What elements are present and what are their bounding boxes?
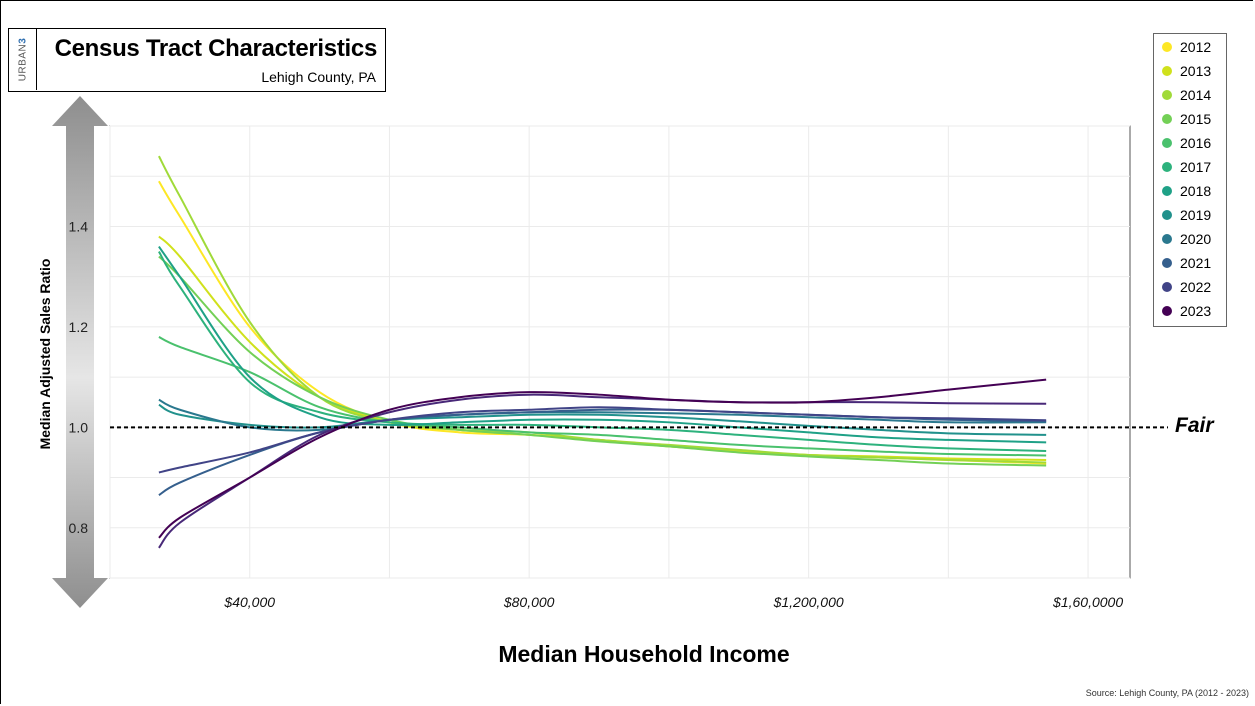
legend-item: 2013 <box>1162 62 1211 80</box>
legend-label: 2018 <box>1180 183 1212 199</box>
legend-label: 2014 <box>1180 87 1212 103</box>
legend-item: 2023 <box>1162 302 1211 320</box>
legend-label: 2013 <box>1180 63 1212 79</box>
series-line-2022 <box>158 406 1047 474</box>
title-box: URBAN3 Census Tract Characteristics Lehi… <box>8 28 386 92</box>
chart-subtitle: Lehigh County, PA <box>261 69 376 85</box>
legend-label: 2017 <box>1180 159 1212 175</box>
series-line-2015 <box>158 255 1047 467</box>
series-line-2018 <box>158 245 1047 444</box>
legend-label: 2023 <box>1180 303 1212 319</box>
legend-label: 2022 <box>1180 279 1212 295</box>
x-tick-label: $40,000 <box>223 594 275 610</box>
source-note: Source: Lehigh County, PA (2012 - 2023) <box>1085 688 1249 698</box>
legend-swatch <box>1162 234 1172 244</box>
grid <box>109 125 1130 579</box>
x-tick-label: $1,60,0000 <box>1052 594 1123 610</box>
legend-swatch <box>1162 210 1172 220</box>
plot-area <box>109 125 1131 579</box>
legend-swatch <box>1162 306 1172 316</box>
legend-label: 2020 <box>1180 231 1212 247</box>
x-tick-label: $1,200,000 <box>773 594 844 610</box>
legend-swatch <box>1162 42 1172 52</box>
legend-item: 2014 <box>1162 86 1211 104</box>
legend: 2012 2013 2014 2015 2016 2017 2018 2019 2020 2021… <box>1153 33 1227 327</box>
legend-item: 2021 <box>1162 254 1211 272</box>
legend-item: 2018 <box>1162 182 1211 200</box>
legend-item: 2022 <box>1162 278 1211 296</box>
legend-label: 2019 <box>1180 207 1212 223</box>
legend-swatch <box>1162 258 1172 268</box>
series-line-2017 <box>158 251 1047 452</box>
legend-label: 2021 <box>1180 255 1212 271</box>
chart-title: Census Tract Characteristics <box>54 35 378 62</box>
x-ticks: $40,000 $80,000 $1,200,000 $1,60,0000 <box>223 594 1123 610</box>
series-line-2014 <box>158 155 1047 464</box>
y-axis-title: Median Adjusted Sales Ratio <box>37 259 53 450</box>
legend-item: 2016 <box>1162 134 1211 152</box>
legend-swatch <box>1162 282 1172 292</box>
legend-swatch <box>1162 162 1172 172</box>
legend-label: 2015 <box>1180 111 1212 127</box>
series-lines <box>158 155 1047 549</box>
legend-swatch <box>1162 186 1172 196</box>
ratio-arrow-icon <box>52 96 108 608</box>
x-axis-title: Median Household Income <box>498 641 790 667</box>
y-tick-label: 1.0 <box>69 419 89 435</box>
legend-item: 2012 <box>1162 38 1211 56</box>
legend-swatch <box>1162 138 1172 148</box>
y-ticks: 0.8 1.0 1.2 1.4 <box>69 218 89 535</box>
legend-item: 2017 <box>1162 158 1211 176</box>
legend-swatch <box>1162 90 1172 100</box>
series-line-2019 <box>158 403 1047 436</box>
legend-label: 2012 <box>1180 39 1212 55</box>
series-line-2016 <box>158 336 1047 457</box>
legend-item: 2015 <box>1162 110 1211 128</box>
legend-swatch <box>1162 66 1172 76</box>
series-line-2020 <box>158 398 1047 432</box>
fair-label: Fair <box>1175 414 1214 437</box>
legend-item: 2020 <box>1162 230 1211 248</box>
series-line-2023 <box>158 378 1047 539</box>
legend-item: 2019 <box>1162 206 1211 224</box>
x-tick-label: $80,000 <box>503 594 555 610</box>
legend-label: 2016 <box>1180 135 1212 151</box>
legend-swatch <box>1162 114 1172 124</box>
y-tick-label: 0.8 <box>69 520 89 536</box>
y-tick-label: 1.4 <box>69 218 89 234</box>
brand-logo: URBAN3 <box>9 29 37 90</box>
y-tick-label: 1.2 <box>69 319 89 335</box>
